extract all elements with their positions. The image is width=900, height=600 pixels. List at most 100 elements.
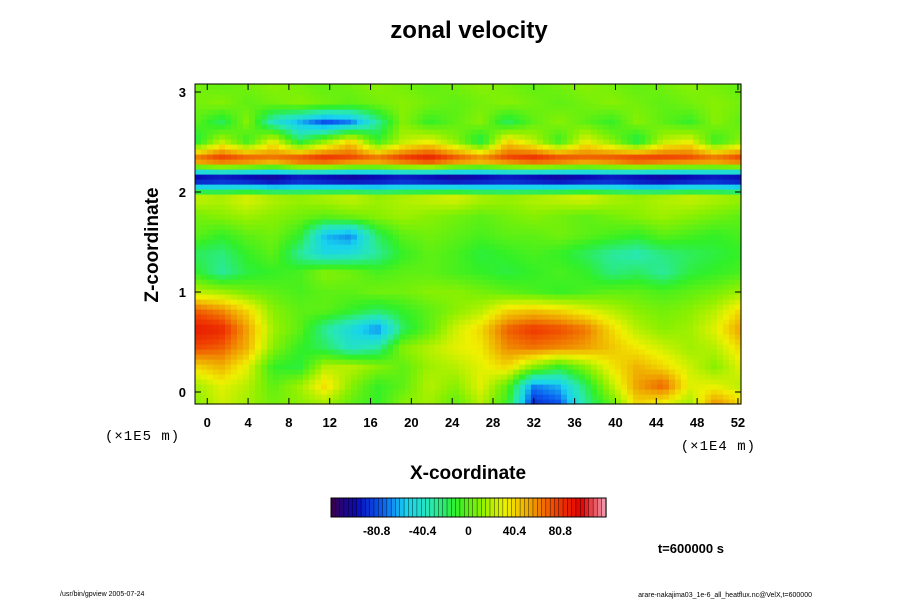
heatmap-cell bbox=[675, 149, 682, 155]
heatmap-cell bbox=[477, 369, 484, 375]
heatmap-cell bbox=[723, 304, 730, 310]
heatmap-cell bbox=[285, 344, 292, 350]
heatmap-cell bbox=[615, 374, 622, 380]
heatmap-cell bbox=[693, 394, 700, 400]
heatmap-cell bbox=[351, 379, 358, 385]
heatmap-cell bbox=[273, 224, 280, 230]
heatmap-cell bbox=[675, 204, 682, 210]
heatmap-cell bbox=[357, 269, 364, 275]
heatmap-cell bbox=[243, 249, 250, 255]
heatmap-cell bbox=[273, 334, 280, 340]
heatmap-cell bbox=[261, 214, 268, 220]
heatmap-cell bbox=[657, 349, 664, 355]
heatmap-cell bbox=[477, 324, 484, 330]
heatmap-cell bbox=[723, 209, 730, 215]
heatmap-cell bbox=[207, 319, 214, 325]
heatmap-cell bbox=[711, 254, 718, 260]
heatmap-cell bbox=[621, 319, 628, 325]
heatmap-cell bbox=[351, 169, 358, 175]
heatmap-cell bbox=[687, 384, 694, 390]
heatmap-cell bbox=[237, 334, 244, 340]
heatmap-cell bbox=[447, 194, 454, 200]
heatmap-cell bbox=[303, 344, 310, 350]
heatmap-cell bbox=[633, 354, 640, 360]
heatmap-cell bbox=[507, 259, 514, 265]
heatmap-cell bbox=[363, 304, 370, 310]
heatmap-cell bbox=[501, 309, 508, 315]
heatmap-cell bbox=[537, 294, 544, 300]
heatmap-cell bbox=[567, 314, 574, 320]
heatmap-cell bbox=[633, 399, 640, 405]
heatmap-cell bbox=[285, 129, 292, 135]
heatmap-cell bbox=[213, 224, 220, 230]
heatmap-cell bbox=[477, 194, 484, 200]
heatmap-cell bbox=[561, 189, 568, 195]
heatmap-cell bbox=[249, 364, 256, 370]
heatmap-cell bbox=[351, 279, 358, 285]
heatmap-cell bbox=[543, 139, 550, 145]
heatmap-cell bbox=[393, 199, 400, 205]
heatmap-cell bbox=[471, 299, 478, 305]
heatmap-cell bbox=[201, 329, 208, 335]
heatmap-cell bbox=[363, 184, 370, 190]
heatmap-cell bbox=[663, 389, 670, 395]
heatmap-cell bbox=[279, 189, 286, 195]
heatmap-cell bbox=[405, 214, 412, 220]
heatmap-cell bbox=[735, 339, 742, 345]
heatmap-cell bbox=[453, 339, 460, 345]
heatmap-cell bbox=[597, 249, 604, 255]
heatmap-cell bbox=[243, 254, 250, 260]
heatmap-cell bbox=[555, 289, 562, 295]
heatmap-cell bbox=[477, 144, 484, 150]
heatmap-cell bbox=[285, 394, 292, 400]
heatmap-cell bbox=[315, 159, 322, 165]
heatmap-cell bbox=[279, 379, 286, 385]
heatmap-cell bbox=[345, 134, 352, 140]
heatmap-cell bbox=[699, 234, 706, 240]
heatmap-cell bbox=[213, 229, 220, 235]
heatmap-cell bbox=[537, 379, 544, 385]
heatmap-cell bbox=[291, 259, 298, 265]
heatmap-cell bbox=[723, 264, 730, 270]
heatmap-cell bbox=[519, 164, 526, 170]
heatmap-cell bbox=[669, 329, 676, 335]
heatmap-cell bbox=[231, 234, 238, 240]
heatmap-cell bbox=[321, 364, 328, 370]
heatmap-cell bbox=[357, 344, 364, 350]
heatmap-cell bbox=[303, 334, 310, 340]
heatmap-cell bbox=[429, 159, 436, 165]
heatmap-cell bbox=[711, 349, 718, 355]
heatmap-cell bbox=[645, 254, 652, 260]
heatmap-cell bbox=[711, 279, 718, 285]
heatmap-cell bbox=[201, 344, 208, 350]
heatmap-cell bbox=[327, 274, 334, 280]
heatmap-cell bbox=[633, 174, 640, 180]
heatmap-cell bbox=[339, 279, 346, 285]
heatmap-cell bbox=[555, 154, 562, 160]
heatmap-cell bbox=[501, 219, 508, 225]
heatmap-cell bbox=[477, 374, 484, 380]
heatmap-cell bbox=[525, 194, 532, 200]
heatmap-cell bbox=[327, 339, 334, 345]
heatmap-cell bbox=[525, 274, 532, 280]
heatmap-cell bbox=[339, 264, 346, 270]
heatmap-cell bbox=[303, 339, 310, 345]
heatmap-cell bbox=[579, 159, 586, 165]
heatmap-cell bbox=[501, 189, 508, 195]
heatmap-cell bbox=[363, 319, 370, 325]
heatmap-cell bbox=[513, 229, 520, 235]
heatmap-cell bbox=[357, 379, 364, 385]
heatmap-cell bbox=[609, 264, 616, 270]
heatmap-cell bbox=[717, 144, 724, 150]
heatmap-cell bbox=[237, 169, 244, 175]
heatmap-cell bbox=[609, 194, 616, 200]
heatmap-cell bbox=[525, 299, 532, 305]
heatmap-cell bbox=[351, 349, 358, 355]
heatmap-cell bbox=[717, 284, 724, 290]
heatmap-cell bbox=[381, 289, 388, 295]
heatmap-cell bbox=[699, 224, 706, 230]
heatmap-cell bbox=[483, 184, 490, 190]
heatmap-cell bbox=[375, 204, 382, 210]
heatmap-cell bbox=[609, 344, 616, 350]
heatmap-cell bbox=[537, 364, 544, 370]
